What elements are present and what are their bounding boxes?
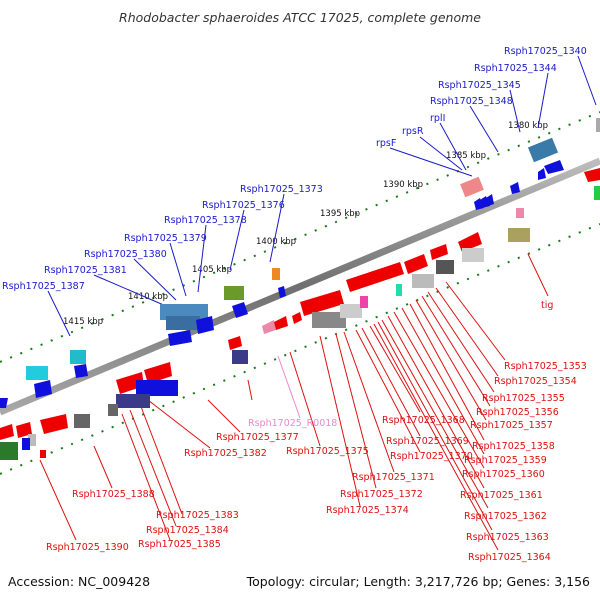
gene-label[interactable]: Rsph17025_1381 bbox=[44, 265, 127, 276]
gene-label[interactable]: Rsph17025_1377 bbox=[216, 432, 299, 443]
gene-label[interactable]: Rsph17025_1368 bbox=[382, 415, 465, 426]
gene-label[interactable]: Rsph17025_1372 bbox=[340, 489, 423, 500]
scale-1415: 1415 kbp bbox=[63, 317, 103, 327]
scale-1385: 1385 kbp bbox=[446, 151, 486, 161]
genome-backbone bbox=[0, 157, 600, 416]
gene-label[interactable]: Rsph17025_1361 bbox=[460, 490, 543, 501]
gene-label[interactable]: Rsph17025_1356 bbox=[476, 407, 559, 418]
gene-label[interactable]: rpsF bbox=[376, 138, 396, 149]
topology-text: Topology: circular; Length: 3,217,726 bp… bbox=[246, 574, 590, 589]
accession-text: Accession: NC_009428 bbox=[8, 574, 151, 589]
gene-label[interactable]: Rsph17025_1385 bbox=[138, 539, 221, 550]
gene-label[interactable]: Rsph17025_1388 bbox=[72, 489, 155, 500]
scale-1380: 1380 kbp bbox=[508, 121, 548, 131]
gene-label[interactable]: Rsph17025_1382 bbox=[184, 448, 267, 459]
forward-gene-labels: Rsph17025_1340 Rsph17025_1344 Rsph17025_… bbox=[2, 46, 587, 292]
reverse-leader-lines bbox=[39, 253, 549, 551]
gene-label[interactable]: rpsR bbox=[402, 126, 424, 137]
map-title: Rhodobacter sphaeroides ATCC 17025, comp… bbox=[119, 10, 481, 25]
gene-label[interactable]: rplI bbox=[430, 113, 445, 124]
scale-1410: 1410 kbp bbox=[128, 292, 168, 302]
gene-label[interactable]: Rsph17025_1371 bbox=[352, 472, 435, 483]
scale-1400: 1400 kbp bbox=[256, 237, 296, 247]
gene-label[interactable]: Rsph17025_1357 bbox=[470, 420, 553, 431]
gene-label[interactable]: Rsph17025_1384 bbox=[146, 525, 229, 536]
gene-label[interactable]: Rsph17025_1354 bbox=[494, 376, 577, 387]
forward-leader-lines bbox=[47, 55, 597, 337]
gene-label[interactable]: Rsph17025_1369 bbox=[386, 436, 469, 447]
gene-label[interactable]: Rsph17025_1374 bbox=[326, 505, 409, 516]
gene-label[interactable]: Rsph17025_1359 bbox=[464, 455, 547, 466]
gene-label[interactable]: Rsph17025_1358 bbox=[472, 441, 555, 452]
gene-label[interactable]: Rsph17025_1355 bbox=[482, 393, 565, 404]
reverse-strand-features bbox=[0, 168, 600, 460]
scale-1405: 1405 kbp bbox=[192, 265, 232, 275]
gene-label[interactable]: Rsph17025_1363 bbox=[466, 532, 549, 543]
gene-label[interactable]: Rsph17025_1345 bbox=[438, 80, 521, 91]
gene-label[interactable]: tig bbox=[541, 300, 553, 311]
gene-label[interactable]: Rsph17025_1373 bbox=[240, 184, 323, 195]
rna-leader-line bbox=[277, 355, 301, 419]
rna-label[interactable]: Rsph17025_R0018 bbox=[248, 418, 337, 429]
scale-1390: 1390 kbp bbox=[383, 180, 423, 190]
gene-label[interactable]: Rsph17025_1348 bbox=[430, 96, 513, 107]
gene-label[interactable]: Rsph17025_1387 bbox=[2, 281, 85, 292]
gene-label[interactable]: Rsph17025_1344 bbox=[474, 63, 557, 74]
scale-1395: 1395 kbp bbox=[320, 209, 360, 219]
gene-label[interactable]: Rsph17025_1376 bbox=[202, 200, 285, 211]
gene-label[interactable]: Rsph17025_1390 bbox=[46, 542, 129, 553]
reverse-gene-labels: tig Rsph17025_1353 Rsph17025_1354 Rsph17… bbox=[46, 300, 587, 563]
gene-label[interactable]: Rsph17025_1360 bbox=[462, 469, 545, 480]
forward-strand-features bbox=[0, 118, 600, 408]
gene-label[interactable]: Rsph17025_1383 bbox=[156, 510, 239, 521]
gene-label[interactable]: Rsph17025_1370 bbox=[390, 451, 473, 462]
gene-label[interactable]: Rsph17025_1364 bbox=[468, 552, 551, 563]
gene-label[interactable]: Rsph17025_1353 bbox=[504, 361, 587, 372]
gene-label[interactable]: Rsph17025_1375 bbox=[286, 446, 369, 457]
gene-label[interactable]: Rsph17025_1379 bbox=[124, 233, 207, 244]
rna-gene-labels: Rsph17025_R0018 bbox=[248, 418, 337, 429]
gene-label[interactable]: Rsph17025_1362 bbox=[464, 511, 547, 522]
gene-label[interactable]: Rsph17025_1340 bbox=[504, 46, 587, 57]
gene-label[interactable]: Rsph17025_1378 bbox=[164, 215, 247, 226]
gene-label[interactable]: Rsph17025_1380 bbox=[84, 249, 167, 260]
inner-tick-line bbox=[0, 223, 600, 475]
